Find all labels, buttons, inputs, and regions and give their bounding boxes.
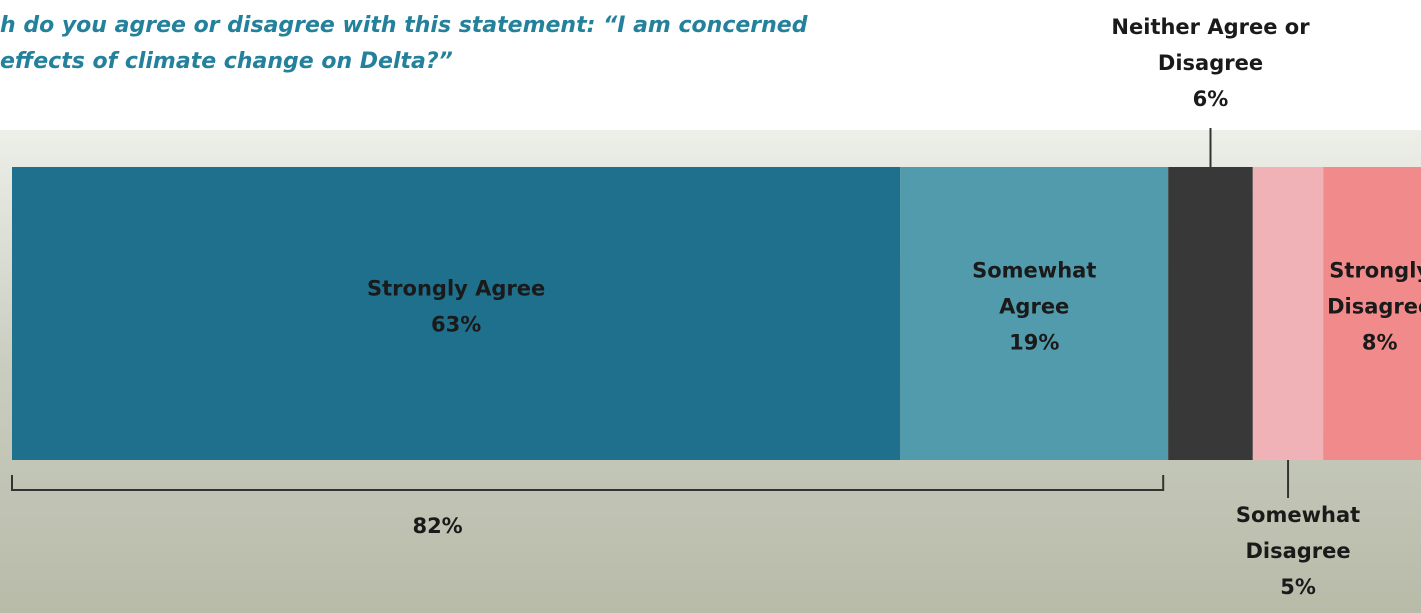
label-line: Agree — [999, 295, 1069, 319]
value-label: 6% — [1193, 87, 1229, 111]
value-label: 5% — [1280, 575, 1316, 599]
segment-label: Strongly Disagree 8% — [1327, 259, 1421, 355]
segment-label: Strongly Agree 63% — [367, 277, 545, 337]
title-line: h do you agree or disagree with this sta… — [0, 13, 808, 38]
bracket-label: 82% — [412, 514, 462, 538]
value-label: 8% — [1362, 331, 1398, 355]
segment-label: Neither Agree or Disagree 6% — [1111, 15, 1310, 111]
label-line: Neither Agree or — [1111, 15, 1310, 39]
bar-segment — [1252, 167, 1324, 460]
label-line: Strongly — [1329, 259, 1421, 283]
value-label: 19% — [1009, 331, 1059, 355]
bar-segment — [1168, 167, 1253, 460]
label-line: Disagree — [1245, 539, 1350, 563]
segment-label: Somewhat Agree 19% — [972, 259, 1096, 355]
label-line: Somewhat — [972, 259, 1096, 283]
bar-segment — [900, 167, 1169, 460]
label-line: Strongly Agree — [367, 277, 545, 301]
value-label: 63% — [431, 313, 481, 337]
bracket — [11, 475, 1165, 491]
title-line: effects of climate change on Delta?” — [0, 49, 453, 74]
label-line: Somewhat — [1236, 503, 1360, 527]
label-line: Disagree — [1158, 51, 1263, 75]
bar-segment — [12, 167, 901, 460]
bar-segment — [1323, 167, 1421, 460]
header-area — [0, 0, 1421, 130]
segment-label: Somewhat Disagree 5% — [1236, 503, 1360, 599]
label-line: Disagree — [1327, 295, 1421, 319]
